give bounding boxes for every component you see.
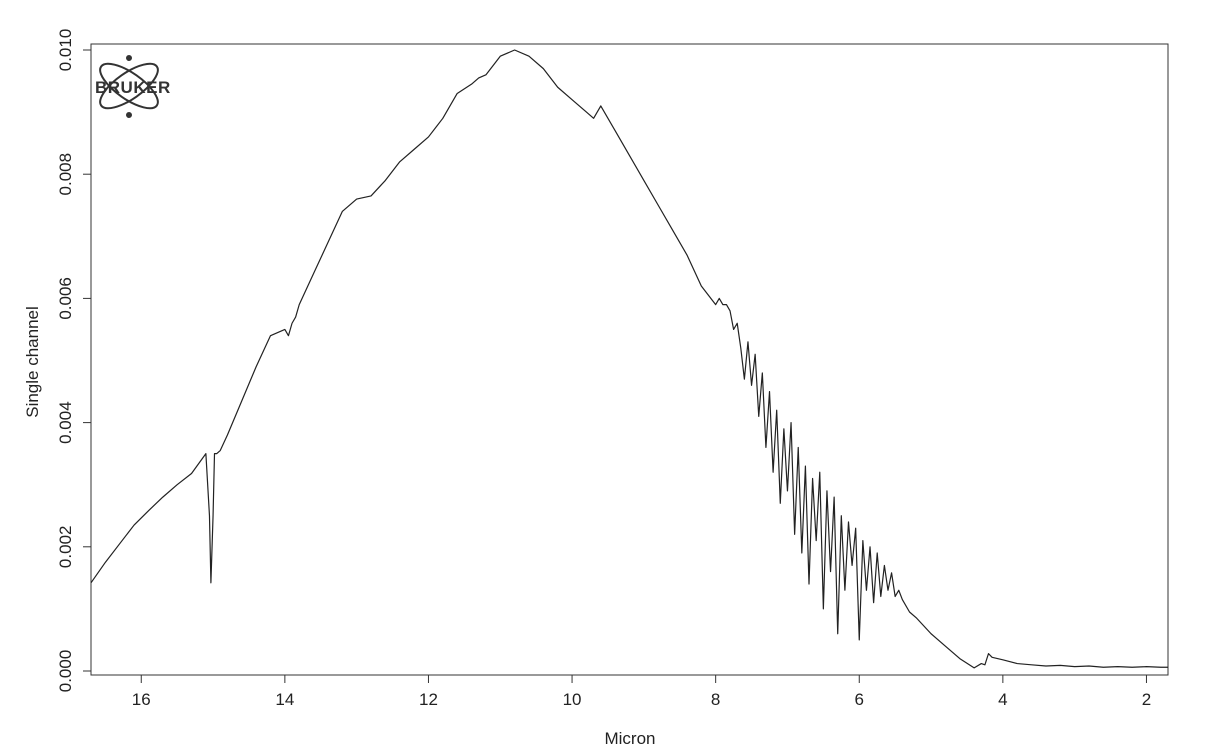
- plot-frame: [90, 43, 1169, 676]
- y-tick-label: 0.008: [56, 153, 75, 196]
- x-tick-label: 8: [711, 690, 720, 709]
- x-tick-label: 4: [998, 690, 1007, 709]
- logo-text: BRUKER: [95, 78, 171, 97]
- x-axis: 16 14 12 10 8 6 4 2: [132, 675, 1151, 709]
- series-line: [90, 49, 1168, 669]
- x-tick-label: 16: [132, 690, 151, 709]
- y-tick-label: 0.000: [56, 650, 75, 693]
- x-tick-label: 2: [1142, 690, 1151, 709]
- y-tick-label: 0.002: [56, 526, 75, 569]
- x-axis-title: Micron: [604, 729, 655, 748]
- x-tick-label: 6: [855, 690, 864, 709]
- series-group: [90, 49, 1168, 669]
- y-tick-label: 0.006: [56, 277, 75, 320]
- bruker-logo: BRUKER: [95, 55, 171, 118]
- x-tick-label: 14: [275, 690, 294, 709]
- y-tick-label: 0.004: [56, 401, 75, 444]
- y-axis: 0.000 0.002 0.004 0.006 0.008 0.010: [56, 29, 91, 693]
- x-tick-label: 12: [419, 690, 438, 709]
- y-tick-label: 0.010: [56, 29, 75, 72]
- x-tick-label: 10: [563, 690, 582, 709]
- y-axis-title: Single channel: [23, 306, 42, 418]
